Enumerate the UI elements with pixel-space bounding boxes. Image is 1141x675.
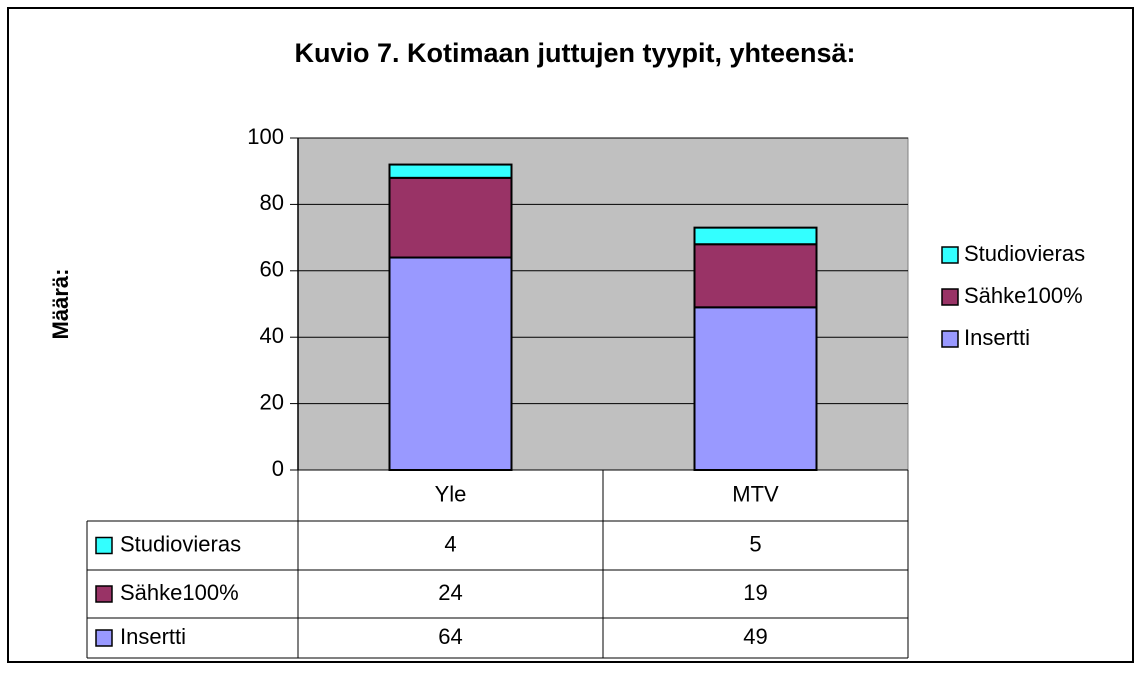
bar-segment (388, 176, 513, 259)
bar-segment (388, 163, 513, 179)
table-value: 24 (438, 580, 462, 605)
bar-segment (388, 256, 513, 471)
table-legend-swatch (95, 536, 113, 555)
table-legend-swatch (95, 585, 113, 603)
bar-segment (693, 226, 818, 246)
y-tick-label: 0 (272, 456, 284, 481)
table-row-label: Sähke100% (120, 580, 239, 605)
table-row-label: Insertti (120, 624, 186, 649)
table-value: 5 (749, 531, 761, 556)
legend-swatch (941, 288, 959, 306)
legend-swatch (941, 246, 959, 264)
y-tick-label: 60 (260, 257, 284, 282)
y-tick-label: 20 (260, 389, 284, 414)
table-header: Yle (435, 481, 467, 506)
legend-label: Insertti (964, 325, 1030, 350)
y-axis-label: Määrä: (48, 269, 73, 340)
y-tick-label: 100 (247, 124, 284, 149)
legend-swatch (941, 330, 959, 348)
table-value: 19 (743, 580, 767, 605)
y-tick-label: 40 (260, 323, 284, 348)
table-header: MTV (732, 481, 779, 506)
bar-segment (693, 306, 818, 471)
table-value: 64 (438, 624, 462, 649)
legend-label: Studiovieras (964, 241, 1085, 266)
y-tick-label: 80 (260, 190, 284, 215)
table-value: 4 (444, 531, 456, 556)
table-row-label: Studiovieras (120, 531, 241, 556)
table-value: 49 (743, 624, 767, 649)
table-legend-swatch (95, 629, 113, 647)
bar-segment (693, 243, 818, 309)
legend-label: Sähke100% (964, 283, 1083, 308)
chart-title: Kuvio 7. Kotimaan juttujen tyypit, yhtee… (294, 38, 855, 68)
